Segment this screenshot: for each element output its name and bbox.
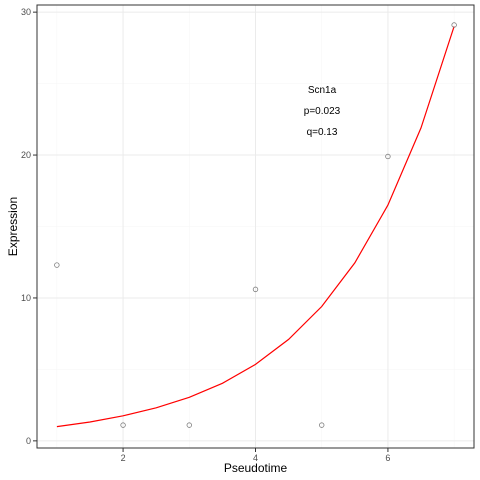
data-point (319, 422, 325, 428)
y-tick-label: 0 (26, 436, 31, 446)
major-gridlines (37, 5, 474, 448)
axis-ticks: 2 4 6 0 10 20 30 (21, 7, 390, 463)
x-axis-title: Pseudotime (224, 461, 288, 475)
annotation-line: q=0.13 (307, 127, 338, 138)
x-tick-label: 6 (385, 453, 390, 463)
annotation-line: p=0.023 (304, 106, 341, 117)
data-points (54, 22, 457, 428)
data-point (120, 422, 126, 428)
fit-curve (56, 26, 455, 428)
data-point (385, 153, 391, 160)
data-point (186, 422, 192, 428)
annotations: Scn1a p=0.023 q=0.13 (304, 85, 341, 138)
fit-curve-layer (56, 26, 455, 428)
y-axis-title: Expression (6, 197, 20, 256)
data-point (252, 286, 259, 293)
annotation-line: Scn1a (308, 85, 337, 96)
data-point (54, 262, 60, 268)
x-tick-label: 2 (121, 453, 126, 463)
x-tick-label: 4 (253, 453, 258, 463)
y-tick-label: 20 (21, 150, 31, 160)
y-tick-label: 10 (21, 293, 31, 303)
data-point (451, 22, 457, 28)
y-tick-label: 30 (21, 7, 31, 17)
